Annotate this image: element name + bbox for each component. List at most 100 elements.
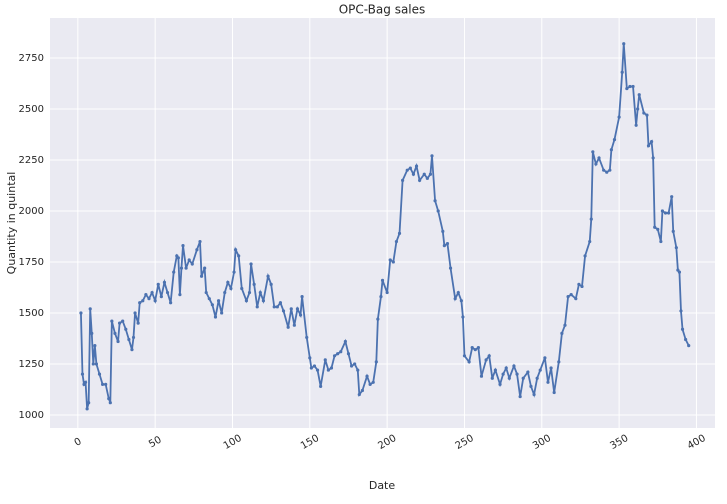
marker [526, 370, 530, 374]
y-tick-label: 2500 [19, 104, 44, 115]
marker [339, 350, 343, 354]
marker [605, 170, 609, 174]
marker [295, 307, 300, 311]
marker [436, 209, 440, 213]
marker [121, 319, 125, 323]
marker [204, 290, 208, 295]
marker [100, 382, 105, 386]
marker [456, 290, 460, 295]
marker [233, 248, 238, 252]
marker [405, 168, 409, 172]
marker [401, 178, 405, 182]
marker [289, 307, 293, 311]
marker [195, 248, 199, 252]
marker [360, 388, 364, 393]
marker [687, 343, 691, 348]
marker [453, 297, 457, 301]
marker [240, 286, 244, 291]
marker [588, 239, 592, 244]
marker [580, 284, 584, 289]
marker [353, 362, 357, 366]
marker [646, 144, 651, 148]
marker [569, 292, 573, 297]
marker [97, 372, 102, 376]
marker [272, 305, 276, 309]
marker [445, 242, 450, 246]
marker [543, 356, 547, 360]
marker [210, 303, 214, 307]
marker [441, 229, 445, 233]
x-tick-label: 0 [73, 436, 84, 449]
marker [374, 360, 378, 364]
marker [425, 176, 429, 180]
marker [484, 358, 488, 362]
marker [244, 299, 249, 303]
marker [220, 311, 224, 315]
marker [628, 84, 632, 89]
marker [642, 111, 646, 115]
marker [357, 392, 361, 397]
marker [473, 348, 477, 352]
marker [574, 297, 578, 301]
marker [110, 319, 114, 323]
marker [237, 254, 241, 258]
marker [131, 335, 136, 340]
marker [671, 229, 675, 233]
marker [680, 327, 685, 331]
marker [430, 154, 434, 158]
marker [594, 162, 598, 166]
marker [252, 282, 256, 286]
marker [323, 358, 327, 362]
marker [368, 382, 372, 386]
marker [476, 346, 480, 350]
marker [332, 354, 337, 358]
marker [159, 295, 163, 299]
marker [560, 331, 564, 335]
marker [663, 211, 668, 215]
marker [229, 286, 233, 291]
marker [261, 299, 266, 303]
marker [94, 362, 98, 366]
marker [107, 397, 111, 401]
marker [346, 352, 351, 356]
marker [612, 137, 617, 142]
marker [85, 407, 89, 411]
marker [300, 295, 304, 299]
marker [329, 366, 334, 370]
marker [176, 256, 180, 260]
marker [501, 372, 505, 376]
marker [305, 335, 309, 340]
marker [493, 368, 497, 372]
marker [343, 339, 347, 344]
marker [442, 244, 446, 248]
marker [365, 374, 369, 378]
marker [653, 225, 657, 229]
marker [532, 392, 536, 397]
marker [187, 258, 191, 262]
marker [504, 366, 508, 370]
marker [127, 337, 131, 342]
marker [566, 295, 570, 299]
x-tick-label: 50 [147, 434, 164, 450]
marker [385, 290, 389, 295]
marker [549, 366, 553, 370]
marker [674, 246, 678, 250]
marker [422, 172, 426, 176]
marker [130, 348, 134, 352]
marker [207, 297, 211, 301]
marker [255, 305, 259, 309]
marker [397, 231, 402, 236]
marker [597, 156, 601, 160]
marker [178, 292, 182, 297]
marker [249, 262, 253, 266]
marker [625, 86, 629, 91]
marker [391, 260, 395, 264]
marker [199, 274, 204, 278]
marker [184, 266, 188, 270]
y-tick-label: 1500 [19, 308, 44, 319]
y-tick-label: 1750 [19, 257, 44, 268]
marker [138, 301, 142, 305]
marker [349, 364, 354, 368]
y-tick-label: 1250 [19, 359, 44, 370]
marker [563, 323, 567, 327]
